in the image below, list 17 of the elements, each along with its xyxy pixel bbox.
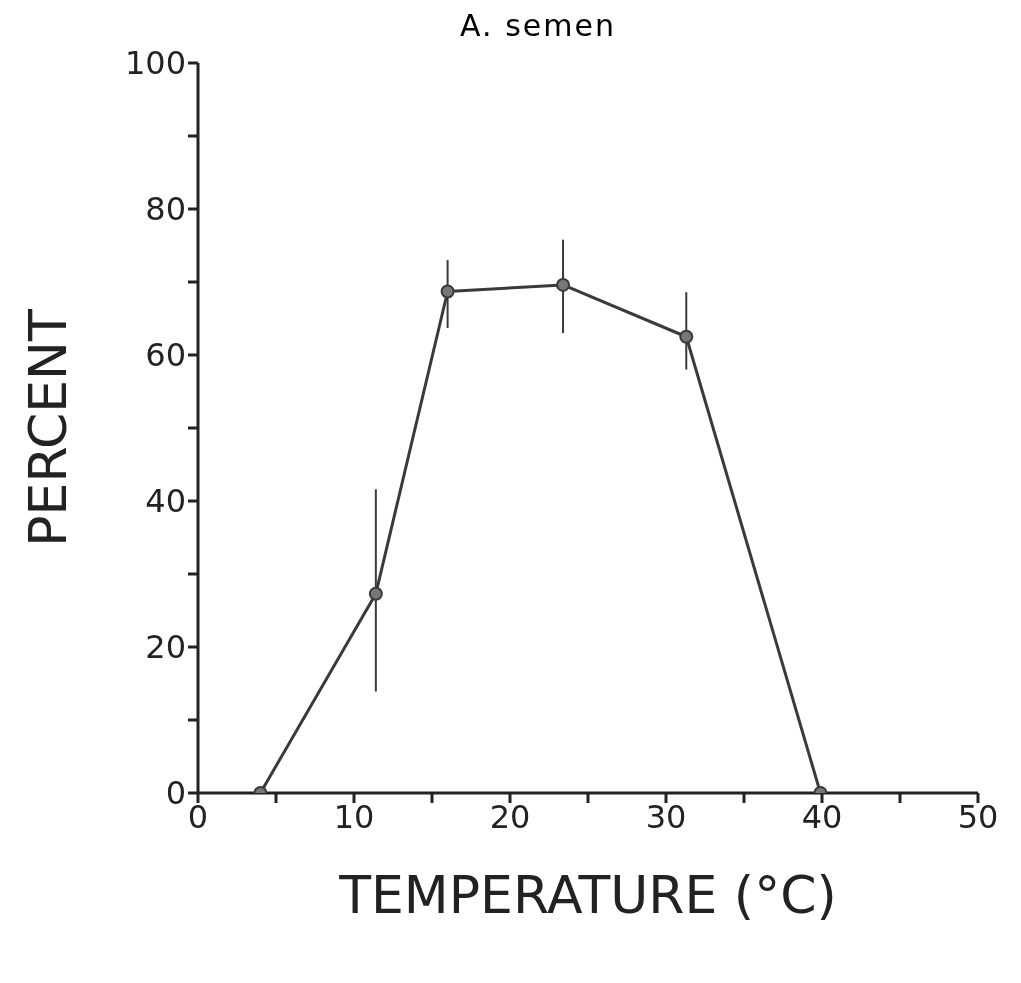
x-tick-label: 10 <box>333 797 375 836</box>
x-tick-label: 40 <box>801 797 843 836</box>
point <box>556 277 571 292</box>
y-tick-label: 100 <box>124 44 186 83</box>
y-tick-label: 80 <box>145 190 186 229</box>
y-tick-label: 40 <box>145 482 186 521</box>
point <box>368 586 383 601</box>
point <box>679 329 694 344</box>
x-axis-title: TEMPERATURE (°C) <box>338 865 837 925</box>
y-axis-title: PERCENT <box>18 308 79 547</box>
y-tick-label: 20 <box>145 628 186 667</box>
point <box>440 284 455 299</box>
y-tick-label: 60 <box>145 336 186 375</box>
chart-title: A. semen <box>459 8 617 43</box>
x-tick-label: 30 <box>645 797 687 836</box>
x-tick-label: 50 <box>957 797 999 836</box>
x-tick-label: 20 <box>489 797 531 836</box>
